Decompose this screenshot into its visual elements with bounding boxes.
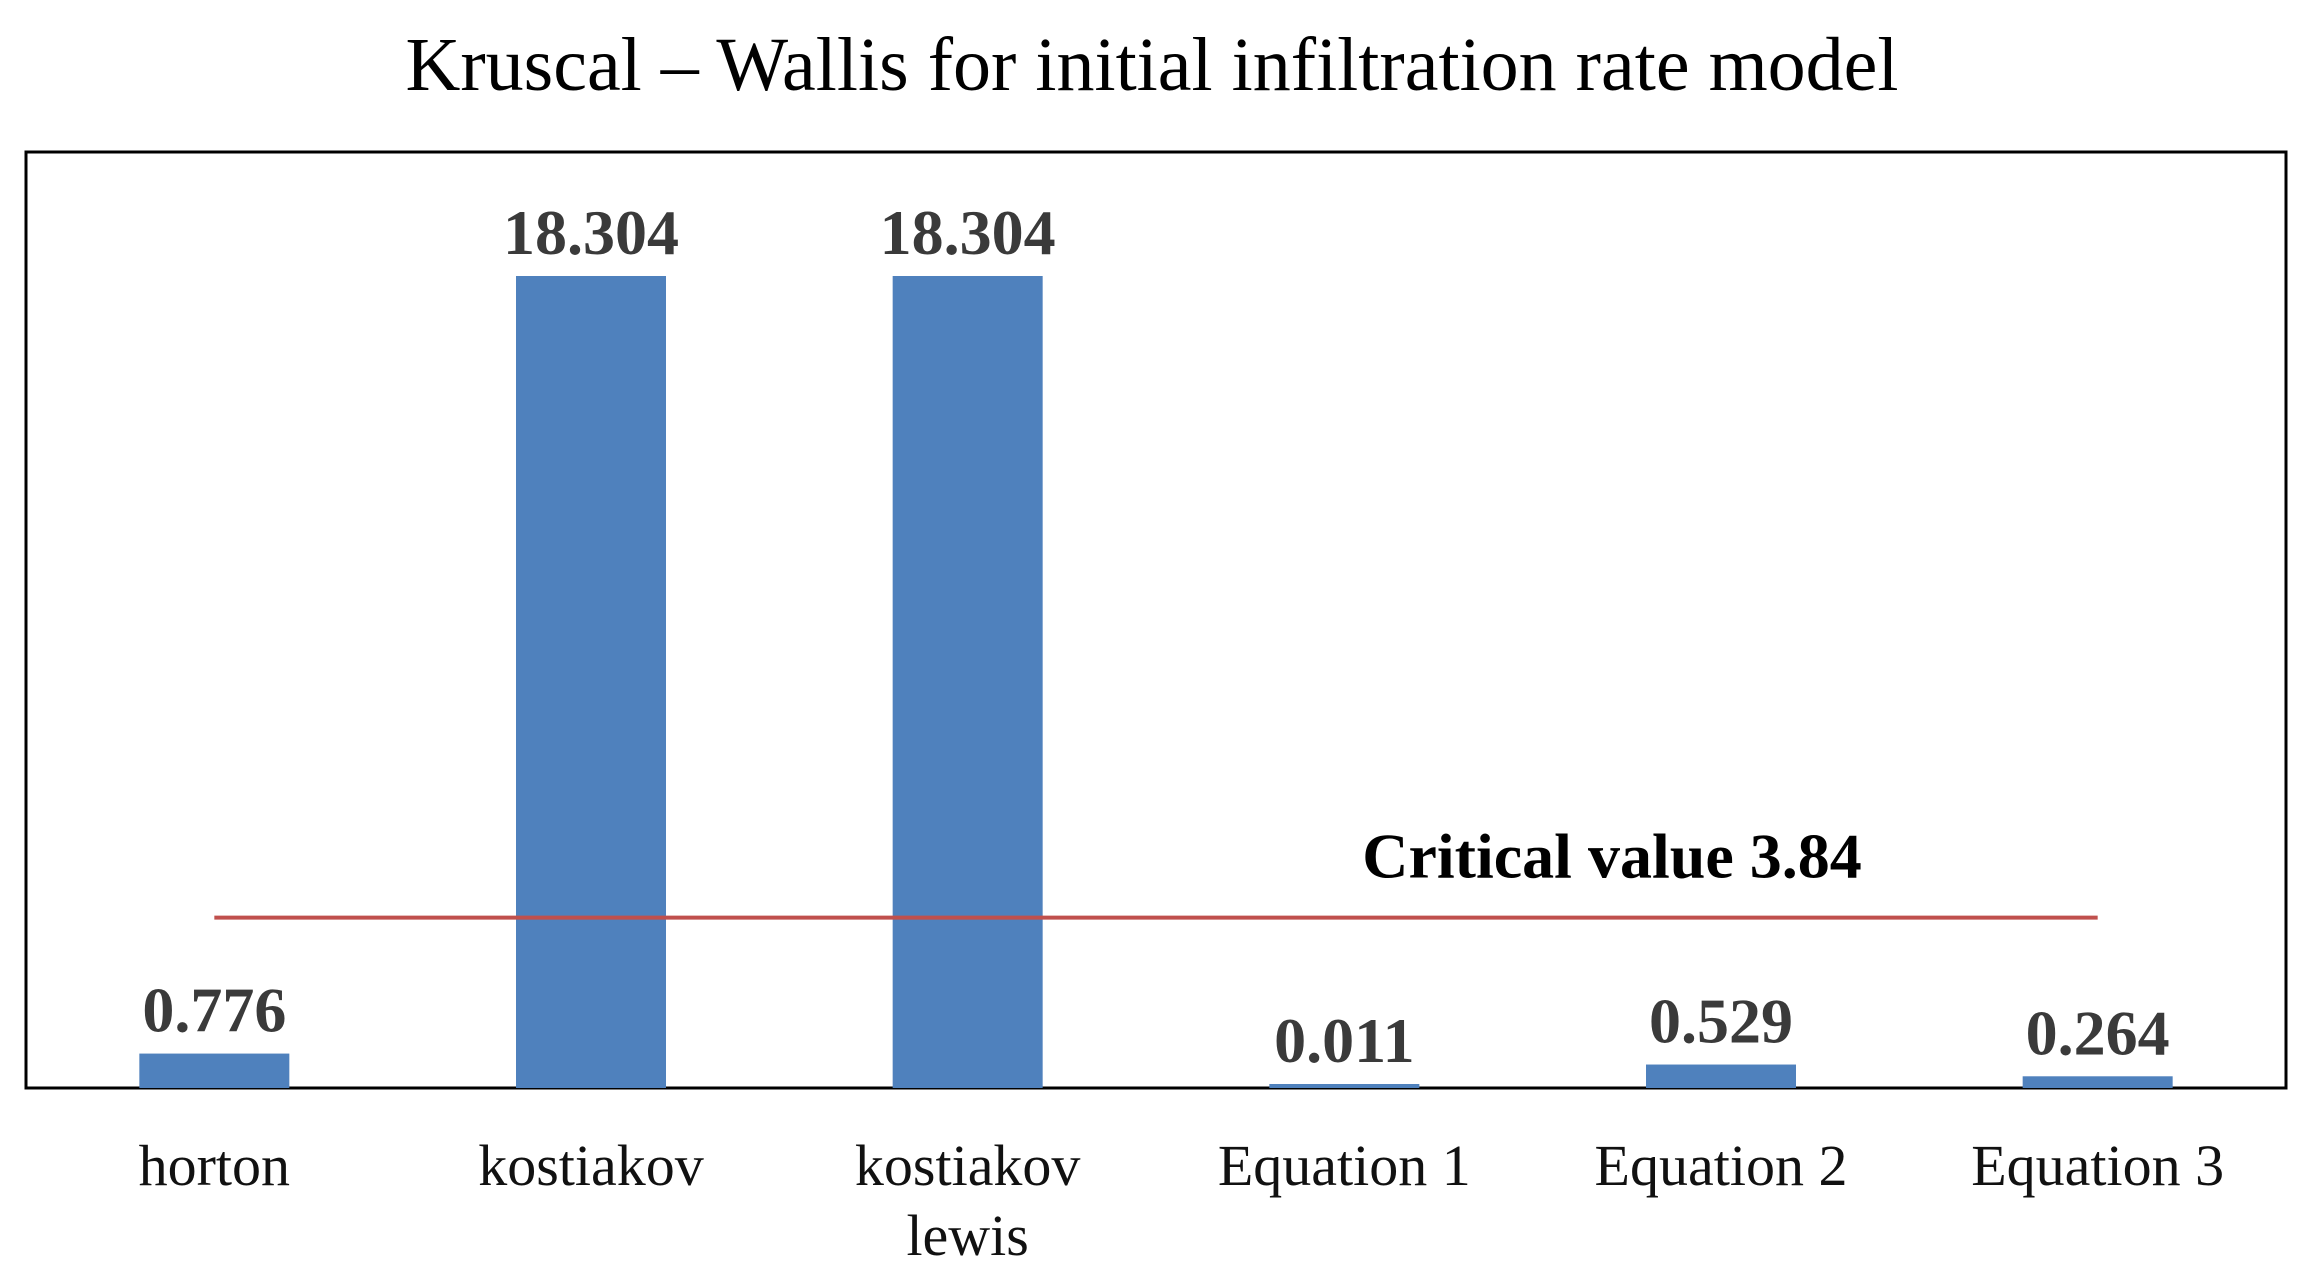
bars-layer xyxy=(139,276,2173,1088)
value-label-3: 0.011 xyxy=(1274,1005,1414,1076)
category-label-1: kostiakov xyxy=(478,1133,704,1198)
category-label-2-line-1: lewis xyxy=(906,1203,1028,1268)
category-label-3: Equation 1 xyxy=(1218,1133,1471,1198)
bar-5 xyxy=(2022,1076,2173,1088)
category-label-4: Equation 2 xyxy=(1595,1133,1848,1198)
value-labels-layer: 0.776 18.304 18.304 0.011 0.529 0.264 xyxy=(142,197,2169,1076)
bar-2 xyxy=(892,276,1043,1088)
category-label-2-line-0: kostiakov xyxy=(855,1133,1081,1198)
value-label-5: 0.264 xyxy=(2026,997,2170,1068)
value-label-4: 0.529 xyxy=(1649,986,1793,1057)
value-label-0: 0.776 xyxy=(142,975,286,1046)
plot-area-frame xyxy=(24,150,2288,1090)
chart-title: Kruscal – Wallis for initial infiltratio… xyxy=(405,23,1898,107)
bar-0 xyxy=(139,1053,290,1088)
value-label-2: 18.304 xyxy=(880,197,1056,268)
category-label-5: Equation 3 xyxy=(1971,1133,2224,1198)
critical-value-label: Critical value 3.84 xyxy=(1362,821,1861,892)
bar-4 xyxy=(1646,1064,1796,1088)
category-label-0: horton xyxy=(139,1133,290,1198)
value-label-1: 18.304 xyxy=(503,197,679,268)
bar-3 xyxy=(1269,1084,1420,1088)
bar-1 xyxy=(516,276,666,1088)
